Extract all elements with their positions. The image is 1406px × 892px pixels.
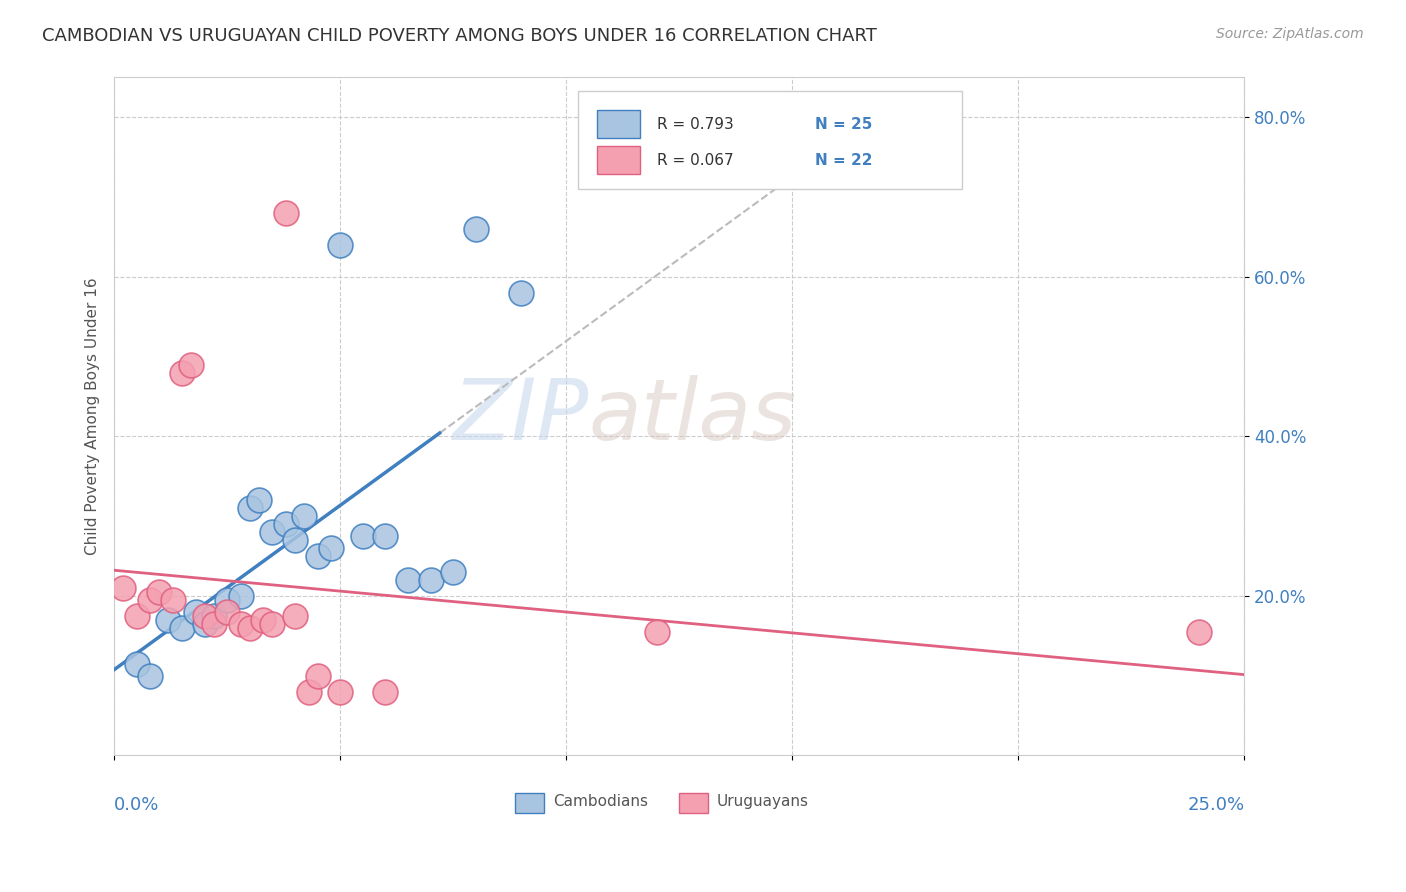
Text: R = 0.793: R = 0.793 (657, 117, 734, 132)
Point (274, 206, 297, 220)
Point (217, 605, 239, 619)
Point (321, 541, 343, 555)
Point (148, 585, 170, 599)
Point (396, 573, 419, 587)
Point (374, 529, 396, 543)
Point (194, 616, 217, 631)
Point (239, 621, 262, 635)
Point (162, 592, 184, 607)
Point (239, 501, 262, 516)
Point (510, 285, 533, 300)
Bar (596, 110, 640, 138)
Point (284, 608, 307, 623)
Point (252, 613, 274, 627)
Point (374, 684, 396, 698)
Point (284, 533, 307, 547)
Point (125, 608, 148, 623)
Y-axis label: Child Poverty Among Boys Under 16: Child Poverty Among Boys Under 16 (86, 277, 100, 555)
Text: 25.0%: 25.0% (1187, 796, 1244, 814)
Point (229, 616, 252, 631)
Point (645, 624, 668, 639)
Point (464, 222, 486, 236)
Point (274, 517, 297, 532)
Point (202, 616, 225, 631)
Point (419, 573, 441, 587)
Point (247, 493, 270, 508)
Text: Cambodians: Cambodians (553, 794, 648, 809)
Text: atlas: atlas (589, 375, 797, 458)
Text: ZIP: ZIP (453, 375, 589, 458)
Point (194, 608, 217, 623)
Text: N = 22: N = 22 (815, 153, 873, 168)
FancyBboxPatch shape (578, 91, 962, 189)
Point (217, 592, 239, 607)
Point (1188, 624, 1211, 639)
Point (329, 684, 352, 698)
Text: Source: ZipAtlas.com: Source: ZipAtlas.com (1216, 27, 1364, 41)
Point (170, 366, 193, 380)
Point (170, 621, 193, 635)
Bar (596, 146, 640, 174)
Point (297, 684, 319, 698)
Point (307, 549, 329, 563)
Point (202, 608, 225, 623)
Point (184, 605, 207, 619)
Text: CAMBODIAN VS URUGUAYAN CHILD POVERTY AMONG BOYS UNDER 16 CORRELATION CHART: CAMBODIAN VS URUGUAYAN CHILD POVERTY AMO… (42, 27, 877, 45)
Point (157, 613, 180, 627)
Point (352, 529, 374, 543)
Bar (516, 793, 544, 813)
Point (262, 524, 284, 539)
Point (139, 668, 162, 682)
Text: R = 0.067: R = 0.067 (657, 153, 734, 168)
Point (180, 358, 202, 372)
Point (112, 581, 135, 595)
Point (292, 509, 315, 524)
Point (229, 589, 252, 603)
Text: 0.0%: 0.0% (114, 796, 159, 814)
Point (307, 668, 329, 682)
Text: N = 25: N = 25 (815, 117, 872, 132)
Point (262, 616, 284, 631)
Point (441, 565, 464, 579)
Point (329, 238, 352, 252)
Bar (679, 793, 707, 813)
Point (125, 657, 148, 671)
Point (139, 592, 162, 607)
Text: Uruguayans: Uruguayans (717, 794, 808, 809)
